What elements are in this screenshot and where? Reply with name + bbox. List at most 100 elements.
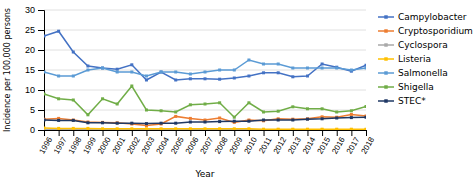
legend-marker bbox=[384, 99, 387, 102]
y-tick-mark bbox=[38, 70, 44, 71]
point bbox=[262, 128, 265, 130]
x-tick-mark bbox=[146, 130, 147, 136]
point bbox=[350, 128, 353, 130]
point bbox=[101, 97, 104, 100]
x-axis: 1996199719981999200020012002200320042005… bbox=[37, 130, 376, 156]
point bbox=[116, 127, 119, 130]
y-tick-mark bbox=[38, 90, 44, 91]
point bbox=[160, 128, 163, 130]
point bbox=[247, 127, 250, 130]
series bbox=[44, 59, 366, 78]
point bbox=[189, 121, 192, 124]
x-tick-label: 2013 bbox=[286, 135, 303, 155]
legend-swatch bbox=[378, 16, 394, 18]
point bbox=[72, 51, 75, 54]
y-axis-title: Incidence per 100,000 persons bbox=[3, 8, 12, 132]
point bbox=[291, 118, 294, 121]
point bbox=[306, 107, 309, 110]
legend-label: Listeria bbox=[398, 54, 431, 64]
legend-swatch bbox=[378, 58, 394, 60]
y-tick-label: 10 bbox=[25, 85, 35, 95]
legend-marker bbox=[384, 29, 387, 32]
point bbox=[101, 67, 104, 70]
point bbox=[145, 75, 148, 78]
point bbox=[72, 99, 75, 102]
point bbox=[291, 75, 294, 78]
point bbox=[44, 118, 46, 121]
legend-label: Cyclospora bbox=[398, 40, 448, 50]
point bbox=[189, 117, 192, 120]
point bbox=[233, 127, 236, 130]
point bbox=[44, 93, 46, 96]
point bbox=[72, 127, 75, 130]
point bbox=[291, 119, 294, 122]
x-tick-label: 2017 bbox=[345, 135, 362, 155]
point bbox=[365, 116, 367, 119]
point bbox=[204, 127, 207, 130]
point bbox=[86, 69, 89, 72]
series bbox=[44, 127, 366, 131]
x-tick-label: 2006 bbox=[184, 135, 201, 155]
point bbox=[86, 121, 89, 124]
point bbox=[335, 116, 338, 119]
point bbox=[277, 71, 280, 74]
y-tick-label: 15 bbox=[25, 65, 35, 75]
x-tick-mark bbox=[190, 130, 191, 136]
point bbox=[174, 122, 177, 125]
point bbox=[130, 122, 133, 125]
point bbox=[218, 101, 221, 104]
series bbox=[44, 85, 366, 119]
point bbox=[44, 127, 46, 130]
x-tick-label: 1996 bbox=[37, 135, 54, 155]
point bbox=[277, 63, 280, 66]
point bbox=[262, 63, 265, 66]
point bbox=[189, 127, 192, 130]
point bbox=[321, 63, 324, 66]
x-tick-label: 2001 bbox=[111, 135, 128, 155]
point bbox=[262, 119, 265, 122]
point bbox=[44, 71, 46, 74]
y-tick: 15 bbox=[25, 65, 44, 75]
point bbox=[116, 128, 119, 130]
point bbox=[116, 122, 119, 125]
point bbox=[145, 109, 148, 112]
point bbox=[233, 77, 236, 80]
grid bbox=[44, 10, 366, 130]
point bbox=[350, 109, 353, 112]
point bbox=[247, 75, 250, 78]
point bbox=[218, 69, 221, 72]
point bbox=[130, 127, 133, 130]
marks bbox=[44, 30, 366, 130]
point bbox=[116, 103, 119, 106]
point bbox=[160, 122, 163, 125]
point bbox=[101, 67, 104, 70]
point bbox=[145, 128, 148, 130]
grid-line bbox=[44, 30, 366, 31]
legend-item: Shigella bbox=[378, 82, 434, 92]
point bbox=[335, 66, 338, 69]
y-tick-mark bbox=[38, 50, 44, 51]
legend-swatch bbox=[378, 100, 394, 102]
point bbox=[306, 75, 309, 78]
point bbox=[218, 117, 221, 120]
x-tick-label: 2007 bbox=[198, 135, 215, 155]
x-tick-mark bbox=[322, 130, 323, 136]
x-tick-mark bbox=[132, 130, 133, 136]
legend: CampylobacterCryptosporidiumCyclosporaLi… bbox=[378, 12, 473, 106]
point bbox=[72, 119, 75, 122]
point bbox=[335, 128, 338, 130]
point bbox=[145, 79, 148, 82]
point bbox=[218, 120, 221, 123]
point bbox=[247, 101, 250, 104]
plot: 1996199719981999200020012002200320042005… bbox=[25, 5, 376, 155]
point bbox=[86, 127, 89, 130]
point bbox=[306, 118, 309, 121]
point bbox=[86, 121, 89, 124]
point bbox=[262, 111, 265, 114]
point bbox=[130, 63, 133, 66]
point bbox=[72, 75, 75, 78]
point bbox=[145, 127, 148, 130]
point bbox=[44, 119, 46, 122]
x-tick: 2018 bbox=[359, 130, 376, 156]
y-tick-label: 5 bbox=[30, 105, 35, 115]
